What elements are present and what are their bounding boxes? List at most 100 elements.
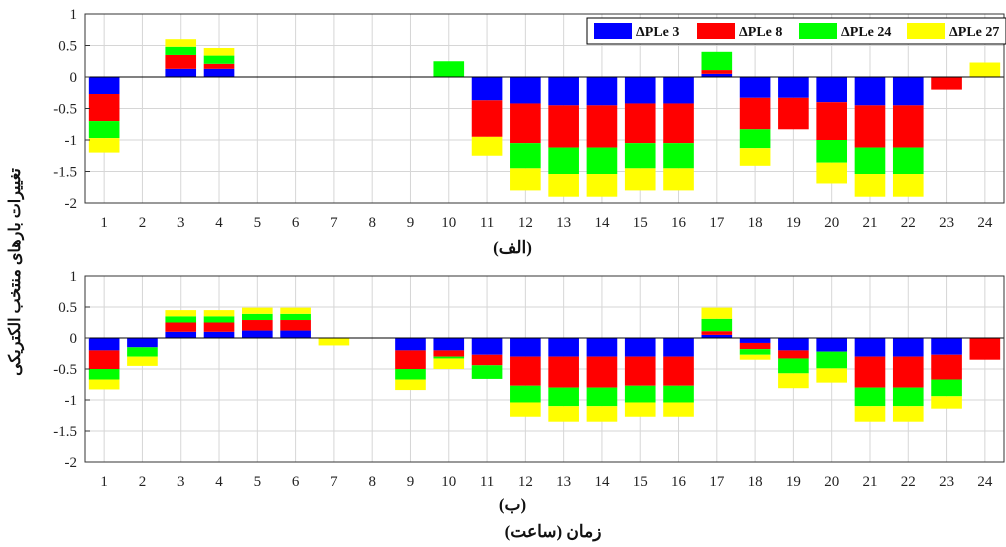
- bar-b-h18-s0: [739, 338, 771, 343]
- x-tick-label: 3: [177, 474, 185, 490]
- bar-b-h4-s2: [203, 316, 235, 323]
- bar-b-h23-s0: [931, 338, 962, 355]
- legend: ΔPLe 3 ΔPLe 8 ΔPLe 24 ΔPLe 27: [586, 17, 1006, 45]
- bar-a-h14-s2: [586, 147, 618, 175]
- bar-a-h16-s2: [663, 143, 694, 169]
- x-tick-label: 12: [518, 215, 533, 231]
- y-tick-label: -2: [65, 196, 78, 212]
- bar-b-h19-s0: [778, 338, 809, 351]
- bar-b-h1-s3: [88, 379, 120, 390]
- bar-a-h10-s2: [433, 61, 465, 77]
- x-tick-label: 17: [709, 474, 725, 490]
- x-tick-label: 19: [786, 215, 801, 231]
- bar-a-h13-s3: [548, 174, 579, 197]
- bar-a-h21-s2: [854, 147, 886, 175]
- y-tick-label: -1: [65, 133, 78, 149]
- x-tick-label: 22: [901, 215, 916, 231]
- y-tick-label: 1: [70, 7, 78, 23]
- bar-b-h2-s2: [127, 347, 158, 357]
- legend-swatch-ple8: [697, 23, 735, 39]
- bar-b-h16-s0: [663, 338, 694, 357]
- bar-a-h23-s1: [931, 77, 962, 90]
- bar-b-h17-s2: [701, 318, 733, 332]
- bar-b-h22-s3: [892, 406, 924, 422]
- bar-b-h11-s0: [471, 338, 503, 355]
- bar-b-h23-s2: [931, 379, 962, 397]
- x-tick-label: 11: [480, 474, 494, 490]
- bar-a-h16-s3: [663, 168, 694, 191]
- x-tick-label: 10: [441, 474, 456, 490]
- bar-b-h22-s2: [892, 387, 924, 407]
- y-tick-label: -1: [65, 393, 78, 409]
- bar-b-h23-s1: [931, 354, 962, 380]
- x-tick-label: 14: [594, 215, 610, 231]
- bar-b-h4-s1: [203, 322, 235, 332]
- bar-a-h18-s3: [739, 148, 771, 166]
- bar-b-h15-s0: [624, 338, 656, 357]
- x-tick-label: 17: [709, 215, 725, 231]
- y-tick-label: -1.5: [53, 424, 77, 440]
- bar-b-h12-s2: [510, 385, 541, 403]
- bar-a-h21-s0: [854, 77, 886, 106]
- y-tick-label: 0: [70, 331, 78, 347]
- bar-a-h12-s2: [510, 143, 541, 169]
- bar-b-h16-s3: [663, 402, 694, 417]
- bar-b-h13-s1: [548, 356, 579, 388]
- x-tick-label: 11: [480, 215, 494, 231]
- x-tick-label: 15: [633, 474, 648, 490]
- bar-a-h13-s1: [548, 105, 579, 148]
- legend-label-ple3: ΔPLe 3: [636, 25, 679, 40]
- bar-a-h1-s2: [88, 121, 120, 139]
- bar-b-h14-s2: [586, 387, 618, 407]
- bar-b-h21-s3: [854, 406, 886, 422]
- x-tick-label: 7: [330, 215, 338, 231]
- bar-a-h14-s3: [586, 174, 618, 197]
- bar-a-h4-s3: [203, 48, 235, 56]
- bar-b-h1-s0: [88, 338, 120, 351]
- bar-a-h20-s0: [816, 77, 848, 103]
- bar-b-h21-s1: [854, 356, 886, 388]
- bar-a-h21-s1: [854, 105, 886, 148]
- bar-b-h19-s1: [778, 350, 809, 359]
- bar-a-h14-s0: [586, 77, 618, 106]
- x-tick-label: 1: [100, 474, 108, 490]
- x-tick-label: 13: [556, 474, 571, 490]
- panel-title: (ب): [499, 495, 526, 514]
- bar-a-h4-s2: [203, 55, 235, 64]
- bar-b-h18-s1: [739, 342, 771, 350]
- legend-swatch-ple3: [594, 23, 632, 39]
- bar-a-h21-s3: [854, 174, 886, 197]
- bar-b-h22-s1: [892, 356, 924, 388]
- x-tick-label: 16: [671, 215, 687, 231]
- bar-b-h20-s3: [816, 368, 848, 383]
- bar-a-h22-s0: [892, 77, 924, 106]
- bar-b-h4-s0: [203, 331, 235, 338]
- x-tick-label: 5: [254, 215, 262, 231]
- bar-b-h6-s1: [280, 320, 311, 331]
- bar-a-h4-s0: [203, 68, 235, 77]
- x-tick-label: 9: [407, 474, 415, 490]
- bar-b-h1-s1: [88, 350, 120, 369]
- bar-b-h12-s1: [510, 356, 541, 386]
- bar-a-h22-s1: [892, 105, 924, 148]
- x-tick-label: 24: [977, 474, 993, 490]
- bar-b-h21-s2: [854, 387, 886, 407]
- bar-a-h14-s1: [586, 105, 618, 148]
- x-tick-label: 14: [594, 474, 610, 490]
- bar-a-h3-s3: [165, 39, 197, 47]
- bar-a-h22-s2: [892, 147, 924, 175]
- x-tick-label: 12: [518, 474, 533, 490]
- x-tick-label: 3: [177, 215, 185, 231]
- x-tick-label: 19: [786, 474, 801, 490]
- bar-b-h17-s1: [701, 331, 733, 335]
- bar-b-h16-s1: [663, 356, 694, 386]
- x-tick-label: 6: [292, 474, 300, 490]
- bar-b-h3-s2: [165, 316, 197, 323]
- x-tick-label: 10: [441, 215, 456, 231]
- bar-b-h12-s3: [510, 402, 541, 417]
- x-tick-label: 23: [939, 474, 954, 490]
- bar-b-h22-s0: [892, 338, 924, 357]
- x-tick-label: 22: [901, 474, 916, 490]
- bar-b-h14-s3: [586, 406, 618, 422]
